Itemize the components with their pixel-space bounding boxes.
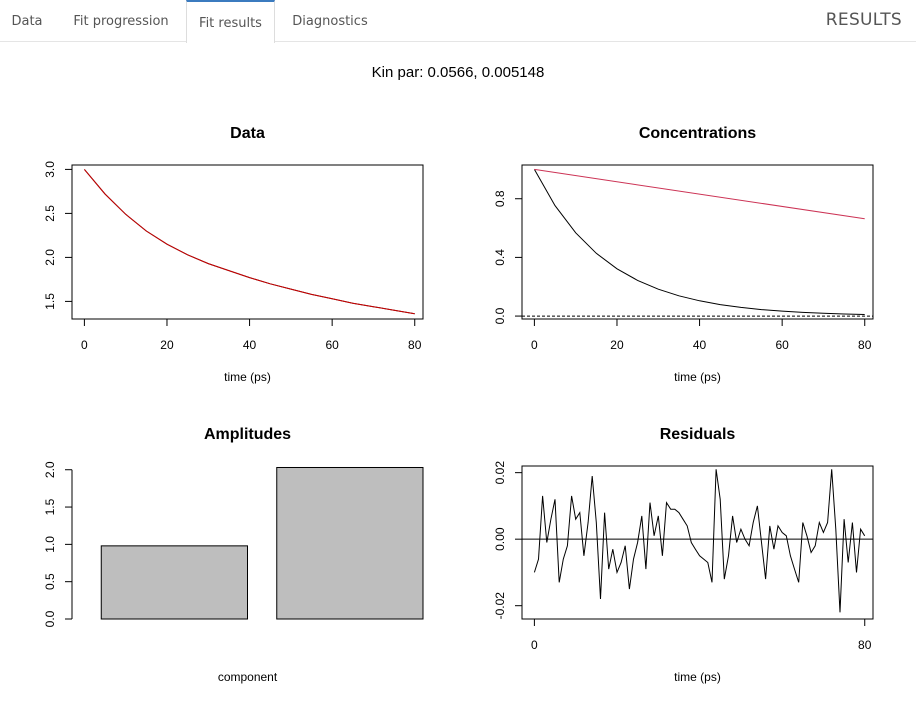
- concentrations-y-tick-label-1: 0.4: [493, 249, 507, 266]
- concentrations-y-tick-label-0: 0.0: [493, 307, 507, 324]
- data-series-2: [84, 169, 415, 315]
- data-x-tick-label-4: 80: [408, 338, 422, 352]
- data-y-tick-label-2: 2.5: [43, 205, 57, 222]
- data-x-tick-label-0: 0: [81, 338, 88, 352]
- navbar: Data Fit progression Fit results Diagnos…: [0, 0, 916, 43]
- concentrations-x-tick-label-4: 80: [858, 338, 872, 352]
- concentrations-series-2: [534, 168, 865, 220]
- residuals-x-tick-label-1: 80: [858, 638, 872, 652]
- data-x-tick-label-2: 40: [243, 338, 257, 352]
- residuals-x-label: time (ps): [674, 670, 721, 684]
- residuals-x-tick-label-0: 0: [531, 638, 538, 652]
- data-y-tick-label-0: 1.5: [43, 293, 57, 310]
- tab-fit-progression[interactable]: Fit progression: [73, 14, 169, 29]
- concentrations-series-1: [533, 169, 865, 315]
- amplitudes-y-tick-label-0: 0.0: [43, 610, 57, 627]
- amplitudes-bar-2: [276, 466, 424, 620]
- data-y-tick-label-3: 3.0: [43, 161, 57, 178]
- app-brand: RESULTS: [825, 10, 902, 30]
- residuals-series-1: [533, 469, 866, 613]
- residuals-plot-box: [521, 465, 874, 620]
- concentrations-plot-box: [521, 164, 874, 320]
- data-x-tick-label-1: 20: [160, 338, 174, 352]
- data-series-1: [84, 169, 415, 315]
- residuals-y-tick-label-2: 0.02: [493, 461, 507, 485]
- kin-par-text: Kin par: 0.0566, 0.005148: [371, 64, 545, 81]
- concentrations-chart-title: Concentrations: [639, 125, 756, 142]
- tab-fit-results[interactable]: Fit results: [186, 0, 275, 43]
- concentrations-y-tick-label-2: 0.8: [493, 190, 507, 207]
- residuals-y-tick-label-1: 0.00: [493, 527, 507, 551]
- concentrations-x-tick-label-1: 20: [610, 338, 624, 352]
- amplitudes-x-label: component: [218, 670, 278, 684]
- concentrations-x-label: time (ps): [674, 370, 721, 384]
- tab-diagnostics[interactable]: Diagnostics: [292, 14, 368, 29]
- data-x-tick-label-3: 60: [325, 338, 339, 352]
- residuals-y-tick-label-0: -0.02: [493, 592, 507, 620]
- amplitudes-y-tick-label-2: 1.0: [43, 536, 57, 553]
- amplitudes-y-tick-label-3: 1.5: [43, 498, 57, 515]
- concentrations-x-tick-label-0: 0: [531, 338, 538, 352]
- concentrations-x-tick-label-2: 40: [693, 338, 707, 352]
- data-chart-title: Data: [230, 125, 265, 142]
- concentrations-x-tick-label-3: 60: [775, 338, 789, 352]
- amplitudes-y-tick-label-1: 0.5: [43, 573, 57, 590]
- amplitudes-bar-1: [100, 545, 248, 620]
- amplitudes-y-tick-label-4: 2.0: [43, 461, 57, 478]
- data-x-label: time (ps): [224, 370, 271, 384]
- data-plot-box: [71, 164, 424, 320]
- data-y-tick-label-1: 2.0: [43, 249, 57, 266]
- residuals-chart-title: Residuals: [660, 426, 736, 443]
- amplitudes-chart-title: Amplitudes: [204, 426, 291, 443]
- tab-data[interactable]: Data: [11, 14, 43, 29]
